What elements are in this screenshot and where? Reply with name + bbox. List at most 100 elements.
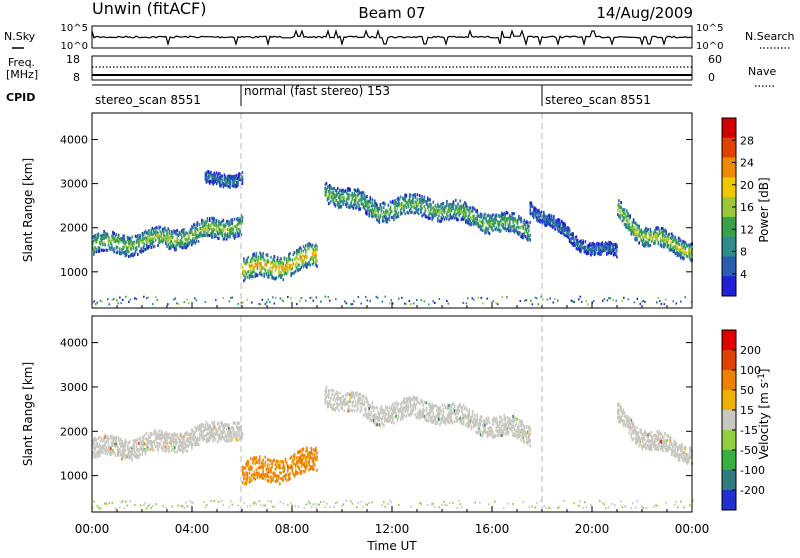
nsearch-label: N.Search [745, 30, 795, 43]
ground-scatter-cell [247, 299, 249, 301]
echo-cell [227, 439, 229, 442]
echo-cell [464, 207, 466, 210]
echo-cell [103, 249, 105, 252]
ground-scatter-cell [353, 300, 355, 302]
echo-cell [228, 423, 230, 426]
ground-scatter-cell [587, 303, 589, 305]
echo-cell [292, 259, 294, 262]
echo-cell [496, 215, 498, 218]
ground-scatter-cell [424, 300, 426, 302]
echo-cell [156, 226, 158, 229]
ground-scatter-cell [287, 296, 289, 298]
ground-scatter-cell [335, 298, 337, 300]
echo-cell [160, 226, 162, 229]
echo-cell [189, 235, 191, 238]
echo-cell [99, 436, 101, 439]
echo-cell [127, 444, 129, 447]
echo-cell [488, 227, 490, 230]
echo-cell [524, 232, 526, 235]
ground-scatter-cell [112, 299, 114, 301]
echo-cell [315, 447, 317, 450]
echo-cell [216, 220, 218, 223]
ground-scatter-cell [428, 303, 430, 305]
echo-cell [181, 433, 183, 436]
echo-cell [411, 211, 413, 214]
ground-scatter-cell [497, 303, 499, 305]
echo-cell [543, 211, 545, 214]
echo-cell [202, 423, 204, 426]
ground-scatter-cell [389, 303, 391, 305]
echo-cell [205, 424, 207, 427]
ground-scatter-cell [382, 301, 384, 303]
ground-scatter-cell [656, 301, 658, 303]
ground-scatter-cell [593, 300, 595, 302]
echo-cell [215, 438, 217, 441]
echo-cell [347, 202, 349, 205]
echo-cell [144, 244, 146, 247]
echo-cell [271, 270, 273, 273]
echo-cell [230, 431, 232, 434]
echo-cell [401, 207, 403, 210]
ground-scatter-cell [100, 300, 102, 302]
echo-cell [620, 206, 622, 209]
echo-cell [629, 214, 631, 217]
echo-cell [279, 464, 281, 467]
echo-cell [404, 212, 406, 215]
echo-cell [169, 446, 171, 449]
ground-scatter-cell [628, 298, 630, 300]
echo-cell [157, 448, 159, 451]
ground-scatter-cell [487, 298, 489, 300]
echo-cell [146, 432, 148, 435]
echo-cell [278, 267, 280, 270]
echo-cell [94, 234, 96, 237]
ground-scatter-cell [259, 303, 261, 305]
echo-cell [347, 392, 349, 395]
echo-cell [656, 237, 658, 240]
echo-cell [585, 240, 587, 243]
echo-cell [134, 448, 136, 451]
ground-scatter-cell [187, 299, 189, 301]
echo-cell [125, 449, 127, 452]
echo-cell [247, 261, 249, 264]
echo-cell [266, 273, 268, 276]
echo-cell [345, 189, 347, 192]
ground-scatter-cell [550, 298, 552, 300]
echo-cell [465, 211, 467, 214]
echo-cell [278, 475, 280, 478]
ground-scatter-cell [376, 296, 378, 298]
echo-cell [290, 456, 292, 459]
echo-cell [356, 206, 358, 209]
ground-scatter-cell [176, 302, 178, 304]
echo-cell [316, 469, 318, 472]
ground-scatter-cell [107, 298, 109, 300]
ground-scatter-cell [194, 297, 196, 299]
echo-cell [638, 241, 640, 244]
ground-scatter-cell [502, 296, 504, 298]
echo-cell [131, 459, 133, 462]
ground-scatter-cell [553, 302, 555, 304]
echo-cell [361, 409, 363, 412]
echo-cell [235, 232, 237, 235]
echo-cell [147, 448, 149, 451]
ground-scatter-cell [637, 298, 639, 300]
echo-cell [493, 225, 495, 228]
ground-scatter-cell [536, 297, 538, 299]
echo-cell [138, 442, 140, 445]
echo-cell [348, 405, 350, 408]
echo-cell [172, 236, 174, 239]
ground-scatter-cell [128, 301, 130, 303]
echo-cell [219, 182, 221, 185]
echo-cell [303, 250, 305, 253]
echo-cell [128, 250, 130, 253]
echo-cell [259, 462, 261, 465]
echo-cell [218, 237, 220, 240]
echo-cell [661, 245, 663, 248]
echo-cell [225, 224, 227, 227]
ground-scatter-cell [238, 303, 240, 305]
velocity-echoes [92, 386, 694, 510]
echo-cell [616, 255, 618, 258]
echo-cell [326, 182, 328, 185]
echo-cell [306, 449, 308, 452]
echo-cell [211, 236, 213, 239]
